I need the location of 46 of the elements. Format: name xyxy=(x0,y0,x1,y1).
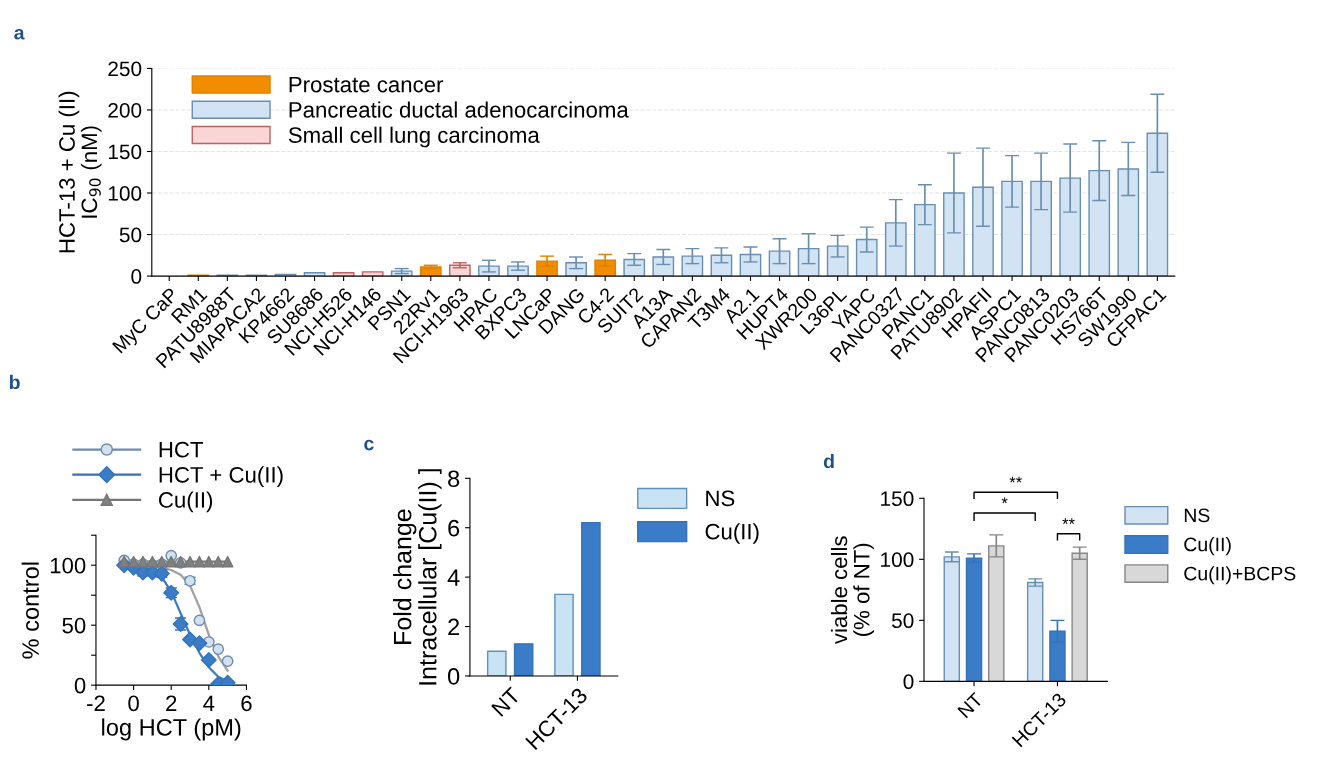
text: ** xyxy=(1009,476,1022,483)
x-tick-label: -2 xyxy=(87,695,105,712)
y-axis-title: % control xyxy=(21,562,39,659)
y-tick-label: 250 xyxy=(108,61,142,77)
y-tick-label: 150 xyxy=(108,144,142,160)
y-tick-label: 100 xyxy=(50,557,86,574)
x-tick-label: 4 xyxy=(203,695,215,712)
x-tick-label: NT xyxy=(957,691,984,719)
legend-label: Cu(II) xyxy=(1184,537,1231,556)
y-tick-label: 0 xyxy=(447,668,460,685)
legend-label: NS xyxy=(1184,508,1210,523)
y-axis-title: viable cells (% of NT) xyxy=(830,536,874,645)
y-tick-label: 6 xyxy=(448,519,460,537)
legend-label: NS xyxy=(706,490,735,507)
y-tick-label: 4 xyxy=(447,569,460,586)
y-tick-label: 100 xyxy=(108,186,142,201)
y-tick-label: 8 xyxy=(448,470,460,488)
legend-label: HCT xyxy=(159,441,204,458)
x-tick-label: 2 xyxy=(166,695,177,712)
chart-title: a xyxy=(14,28,25,40)
y-axis-title: Fold change Intracellular [Cu(II) ] xyxy=(393,469,442,685)
y-tick-label: 100 xyxy=(881,552,914,568)
y-tick-label: 0 xyxy=(903,674,914,690)
x-axis-title: log HCT (pM) xyxy=(102,718,241,741)
y-tick-label: 2 xyxy=(448,618,460,636)
chart-title: d xyxy=(823,453,834,469)
legend-label: Cu(II) xyxy=(705,523,759,544)
y-axis-title: HCT-13 + Cu (II) IC$_{90}$ (nM) xyxy=(58,91,102,253)
y-tick-label: 200 xyxy=(108,102,142,118)
chart-title: b xyxy=(9,374,20,390)
annotation: ** xyxy=(1062,518,1075,525)
legend-label: HCT + Cu(II) xyxy=(159,466,283,488)
legend-label: Pancreatic ductal adenocarcinoma xyxy=(289,101,629,118)
y-tick-label: 50 xyxy=(891,613,914,629)
y-tick-label: 150 xyxy=(881,491,914,507)
chart-title: c xyxy=(364,439,374,451)
legend-label: Prostate cancer xyxy=(289,76,444,93)
x-tick-label: 6 xyxy=(241,695,252,712)
y-tick-label: 0 xyxy=(131,269,142,284)
legend-label: Small cell lung carcinoma xyxy=(288,126,540,148)
legend-label: Cu(II)+BCPS xyxy=(1184,566,1296,585)
x-tick-label: NT xyxy=(491,686,522,717)
legend-label: Cu(II) xyxy=(159,491,213,513)
y-tick-label: 50 xyxy=(119,227,142,243)
annotation: * xyxy=(1001,497,1008,504)
y-tick-label: 50 xyxy=(62,617,86,634)
